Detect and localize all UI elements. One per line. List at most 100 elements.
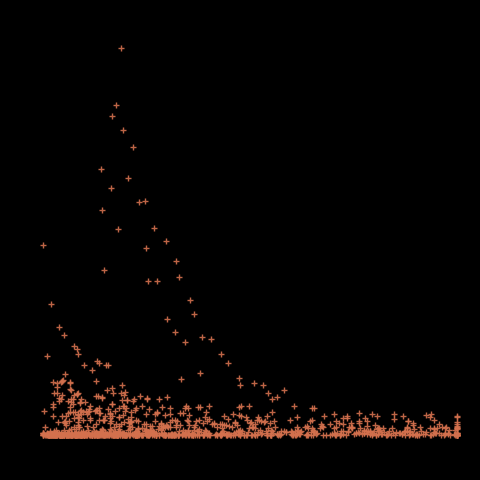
Point [71, 414, 78, 422]
Point [230, 430, 238, 437]
Point [343, 413, 351, 420]
Point [71, 408, 79, 415]
Point [59, 431, 67, 438]
Point [319, 422, 326, 430]
Point [132, 428, 140, 435]
Point [80, 431, 87, 438]
Point [58, 377, 65, 385]
Point [188, 430, 195, 438]
Point [224, 360, 231, 367]
Point [71, 429, 79, 437]
Point [339, 427, 347, 434]
Point [217, 431, 225, 438]
Point [202, 427, 210, 435]
Point [82, 430, 89, 438]
Point [51, 431, 59, 438]
Point [132, 431, 140, 438]
Point [332, 431, 340, 438]
Point [311, 427, 318, 434]
Point [91, 431, 99, 438]
Point [171, 417, 179, 424]
Point [336, 431, 344, 438]
Point [64, 429, 72, 437]
Point [91, 407, 99, 415]
Point [45, 431, 52, 438]
Point [48, 431, 55, 438]
Point [110, 431, 118, 438]
Point [240, 431, 248, 438]
Point [332, 430, 339, 437]
Point [88, 430, 96, 438]
Point [86, 402, 94, 410]
Point [148, 422, 156, 430]
Point [184, 430, 192, 437]
Point [128, 417, 135, 424]
Point [50, 429, 58, 437]
Point [47, 431, 54, 438]
Point [118, 420, 125, 428]
Point [76, 431, 84, 438]
Point [347, 423, 354, 431]
Point [64, 409, 72, 417]
Point [142, 420, 150, 428]
Point [143, 428, 150, 435]
Point [69, 408, 77, 416]
Point [55, 431, 62, 438]
Point [110, 431, 118, 438]
Point [67, 431, 75, 438]
Point [335, 419, 343, 427]
Point [133, 427, 141, 435]
Point [167, 431, 174, 438]
Point [157, 419, 165, 426]
Point [91, 431, 98, 438]
Point [45, 431, 53, 438]
Point [185, 431, 192, 438]
Point [438, 423, 446, 431]
Point [413, 431, 420, 438]
Point [280, 427, 288, 434]
Point [74, 410, 82, 418]
Point [73, 391, 81, 398]
Point [186, 421, 193, 429]
Point [68, 431, 76, 438]
Point [264, 431, 271, 438]
Point [43, 431, 50, 438]
Point [101, 431, 108, 438]
Point [64, 430, 72, 437]
Point [366, 427, 374, 434]
Point [121, 407, 129, 414]
Point [39, 240, 47, 248]
Point [313, 430, 321, 437]
Point [174, 431, 182, 438]
Point [93, 431, 101, 438]
Point [348, 424, 356, 432]
Point [451, 431, 459, 438]
Point [377, 431, 385, 438]
Point [77, 431, 85, 438]
Point [231, 419, 239, 426]
Point [74, 413, 82, 420]
Point [431, 424, 438, 432]
Point [39, 431, 47, 438]
Point [51, 431, 59, 438]
Point [153, 409, 160, 417]
Point [97, 427, 105, 435]
Point [74, 431, 82, 438]
Point [330, 410, 337, 418]
Point [79, 430, 87, 438]
Point [61, 429, 69, 437]
Point [86, 431, 94, 438]
Point [104, 361, 112, 369]
Point [223, 431, 230, 438]
Point [79, 431, 86, 438]
Point [63, 431, 71, 438]
Point [202, 408, 210, 416]
Point [82, 431, 90, 438]
Point [222, 421, 230, 429]
Point [76, 431, 84, 438]
Point [389, 430, 397, 437]
Point [266, 420, 274, 427]
Point [182, 431, 190, 438]
Point [83, 410, 91, 418]
Point [131, 431, 139, 438]
